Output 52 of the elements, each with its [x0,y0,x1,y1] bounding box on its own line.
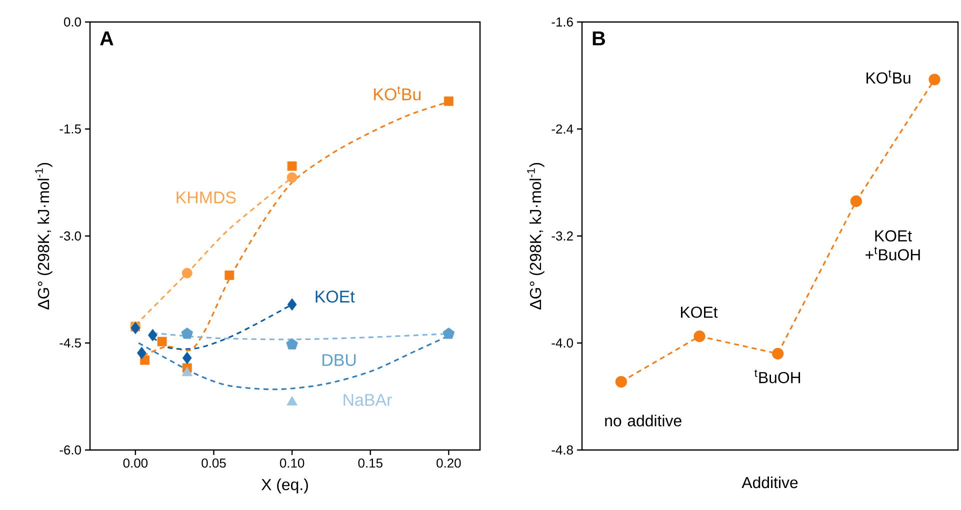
series-label: KOEt [316,290,355,303]
point [182,268,192,278]
point [136,346,146,360]
point [182,366,193,376]
point [286,338,298,350]
y-tick-label: 0.0 [64,17,81,27]
y-tick-label: -1.5 [60,124,81,134]
y-tick-label: -3.0 [60,231,81,241]
annotation: $^{t}$BuOH [754,370,800,384]
x-tick-label: 0.00 [123,458,148,468]
y-tick-label: -2.4 [552,124,574,134]
y-tick-label: -4.0 [552,338,573,348]
annotation: KO$^{t}$Bu [866,70,910,84]
point [442,328,455,339]
x-tick-label: 0.15 [358,458,382,468]
text: NaBAr [344,394,392,406]
point [287,298,297,311]
annotation: B [592,32,606,46]
point [772,348,784,360]
point [286,172,298,183]
series-label: KO$^{t}$Bu [374,86,421,100]
point [130,322,140,334]
point [157,336,167,346]
annotation: no additive [605,414,682,426]
y-tick-label: -4.8 [552,445,573,455]
point [694,330,706,342]
y-axis-title: ΔG° (298K, kJ·mol$^{-1}$) [527,163,544,310]
point [850,195,862,208]
point [148,328,158,342]
x-tick-label: 0.10 [280,458,304,468]
x-axis-title: X (eq.) [261,478,308,494]
y-tick-label: -1.6 [552,17,573,27]
point [928,74,940,86]
y-tick-label: -4.5 [60,338,81,348]
annotation: KOEt +$^{t}$BuOH [866,230,920,260]
point [615,376,627,388]
point [444,96,454,106]
y-tick-label: -6.0 [60,445,81,455]
point [224,270,234,280]
point [181,328,194,339]
annotation: A [100,32,114,46]
point [287,161,297,171]
point [286,396,298,406]
x-axis-title: Additive [742,476,798,488]
y-tick-label: -3.2 [552,231,573,241]
text: KHMDS [176,191,236,204]
y-axis-title: ΔG° (298K, kJ·mol$^{-1}$) [35,163,52,310]
x-tick-label: 0.20 [436,458,461,468]
point [182,352,192,364]
x-tick-label: 0.05 [202,458,226,468]
series-label: DBU [322,354,356,366]
annotation: KOEt [680,306,718,318]
